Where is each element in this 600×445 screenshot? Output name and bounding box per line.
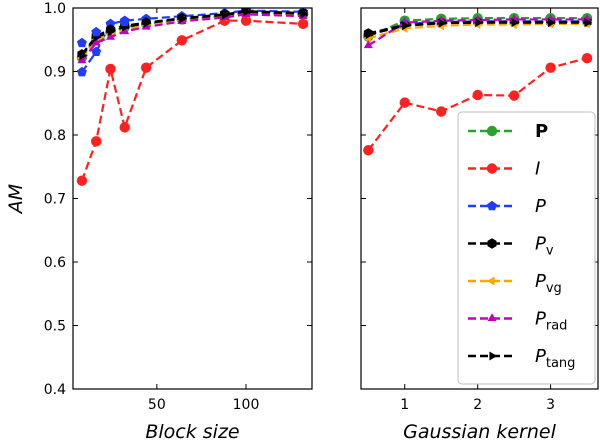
data-point <box>91 26 102 37</box>
data-point <box>363 40 373 49</box>
data-point <box>436 106 447 117</box>
legend-label: P <box>535 121 548 142</box>
series-p-tang-6 <box>365 18 593 40</box>
data-point <box>119 16 130 27</box>
data-point <box>545 62 556 73</box>
legend-label: P <box>535 196 546 217</box>
y-tick-label: 0.5 <box>44 319 66 335</box>
legend-marker <box>489 351 498 361</box>
data-point <box>105 32 115 40</box>
series-line <box>80 19 304 182</box>
series-p-tang-6 <box>79 8 309 61</box>
data-point <box>222 10 230 20</box>
legend-entry: P <box>468 121 548 142</box>
x-tick-label: 100 <box>233 397 260 413</box>
y-tick-label: 0.6 <box>44 255 66 271</box>
data-point <box>77 55 87 64</box>
y-tick-label: 0.8 <box>44 128 66 144</box>
data-point <box>581 52 593 64</box>
data-point <box>76 37 87 48</box>
data-point <box>91 37 101 46</box>
data-point <box>402 21 410 31</box>
data-point <box>365 30 374 40</box>
data-point <box>76 66 87 77</box>
legend-label: Pv <box>535 234 554 259</box>
data-point <box>140 62 152 73</box>
legend-marker <box>487 238 497 249</box>
legend-label: Pvg <box>535 271 562 296</box>
data-point <box>300 9 309 19</box>
data-point <box>179 14 187 24</box>
data-point <box>176 35 187 46</box>
data-point <box>472 89 483 101</box>
y-tick-label: 0.7 <box>44 192 66 208</box>
legend-entry: I <box>468 159 540 180</box>
legend-box <box>457 111 596 385</box>
legend-marker <box>486 276 495 286</box>
x-tick-label: 2 <box>473 397 482 413</box>
data-point <box>548 18 556 28</box>
y-tick-label: 0.4 <box>44 382 66 398</box>
data-point <box>508 90 520 101</box>
series-i-1 <box>363 52 593 156</box>
panel-gaussian-kernel: 1 2 3 Gaussian kernel <box>360 7 599 443</box>
x-axis-label: Block size <box>145 421 239 443</box>
data-point <box>107 26 116 36</box>
legend-label: Prad <box>535 309 567 334</box>
legend-label: Ptang <box>535 346 575 371</box>
data-point <box>120 26 130 35</box>
data-point <box>297 18 309 30</box>
x-tick-label: 3 <box>546 397 555 413</box>
legend-label: I <box>535 159 540 180</box>
legend-marker <box>487 200 497 211</box>
x-tick-label: 50 <box>148 397 166 413</box>
legend-marker <box>487 313 497 322</box>
data-point <box>438 18 447 28</box>
legend-marker <box>486 125 498 137</box>
legend-entry: Pv <box>468 234 554 259</box>
legend-entry: Ptang <box>468 346 575 371</box>
panel-block-size: 0.4 0.5 0.6 0.7 0.8 0.9 1.0 50 100 Block size AM <box>5 1 313 443</box>
data-point <box>363 145 374 156</box>
data-point <box>76 175 88 186</box>
plot-area <box>76 8 309 186</box>
data-point <box>243 8 252 17</box>
data-point <box>79 51 88 61</box>
x-axis-label: Gaussian kernel <box>403 421 556 443</box>
data-point <box>240 15 252 26</box>
data-point <box>584 18 593 28</box>
data-point <box>119 122 130 133</box>
series-i-1 <box>76 15 309 186</box>
data-point <box>475 18 483 28</box>
plot-area <box>363 12 593 156</box>
data-point <box>105 63 116 75</box>
y-tick-label: 1.0 <box>44 1 66 17</box>
legend-marker <box>486 163 498 174</box>
legend-entry: Pvg <box>468 271 562 296</box>
x-tick-label: 1 <box>400 397 409 413</box>
y-axis-label: AM <box>5 184 27 215</box>
y-tick-label: 0.9 <box>44 65 66 81</box>
legend: PIP Pv Pvg Prad Ptang <box>457 111 596 385</box>
data-point <box>399 97 410 108</box>
data-point <box>105 18 116 29</box>
legend-entry: Prad <box>468 309 567 334</box>
data-point <box>91 46 102 57</box>
legend-entry: P <box>468 196 546 217</box>
data-point <box>511 18 520 28</box>
data-point <box>90 136 102 147</box>
data-point <box>143 18 152 28</box>
